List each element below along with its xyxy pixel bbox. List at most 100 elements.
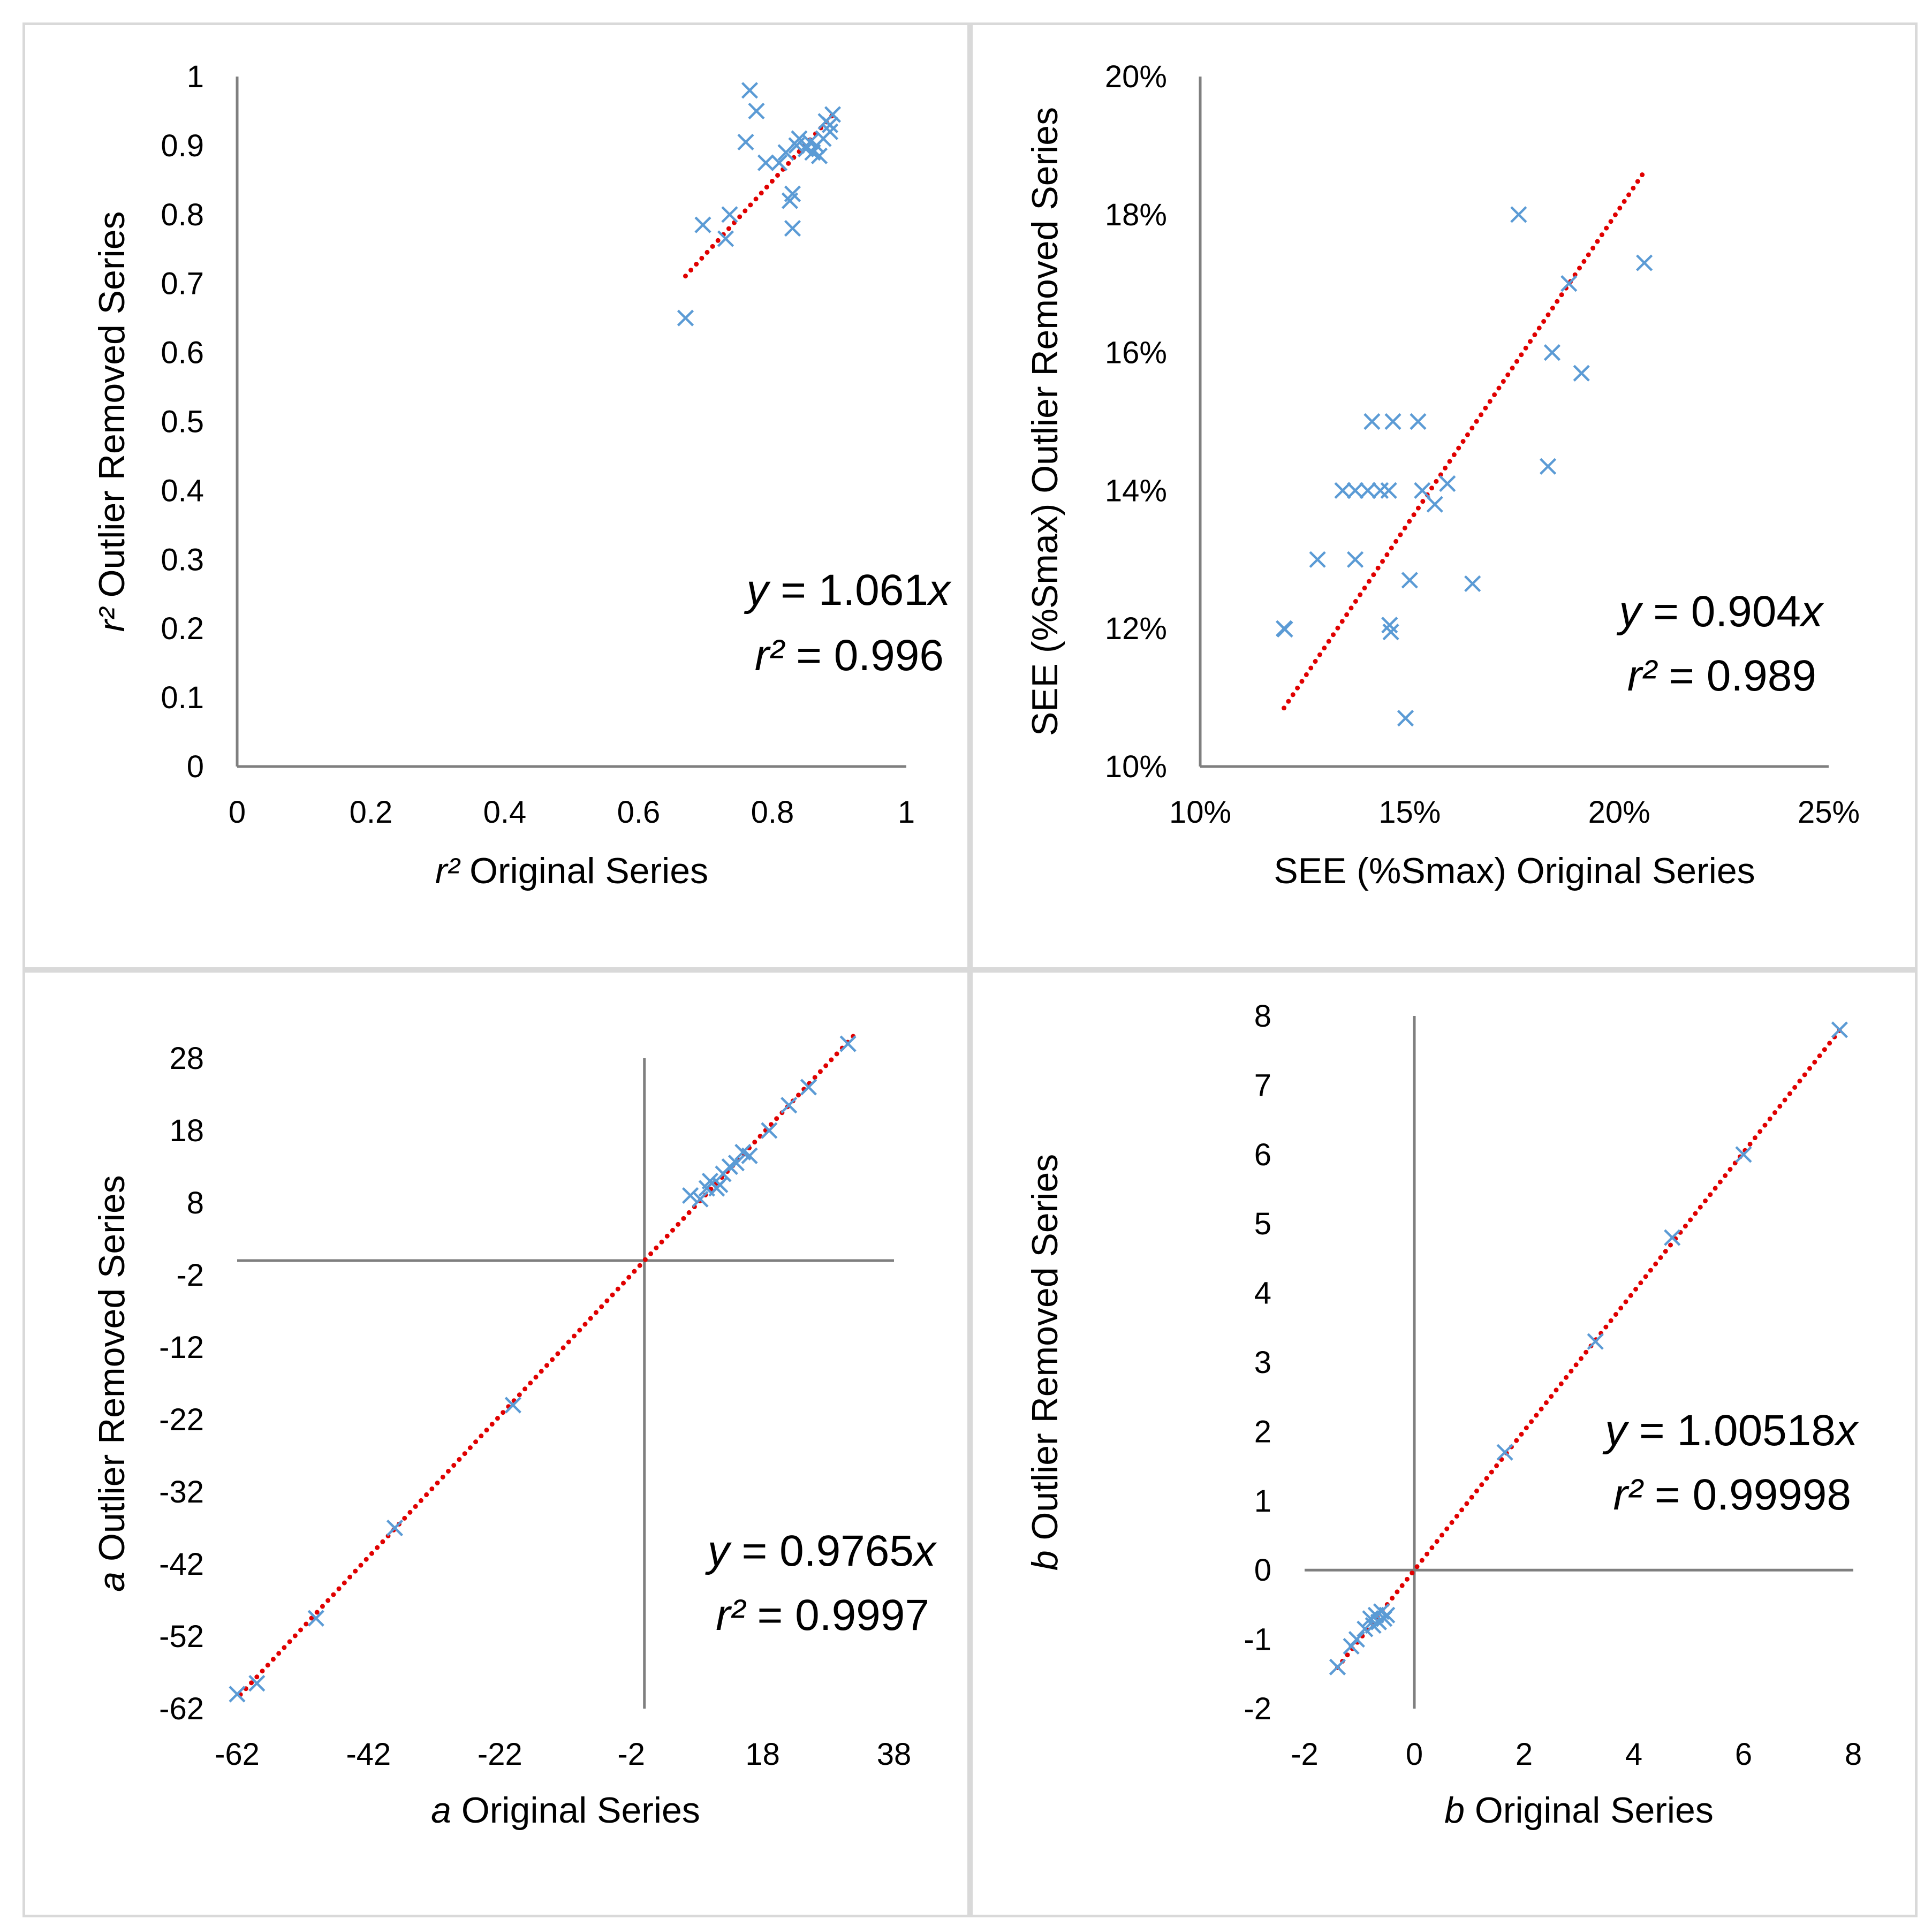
y-tick-label: 7 <box>1254 1068 1271 1103</box>
r-squared-value: r² = 0.9997 <box>716 1591 929 1640</box>
y-tick-label: 0 <box>1254 1553 1271 1588</box>
data-point <box>784 219 801 237</box>
data-point <box>741 82 759 99</box>
chart-a: -62 -42 -22 -2 18 38 -62 -52 -42 -32 -22 -12 -2 8 18 28… <box>92 1032 937 1831</box>
data-point <box>1664 1229 1681 1246</box>
chart-r2: 0 0.2 0.4 0.6 0.8 1 0 0.1 0.2 0.3 0.4 0.5 0.6 0.7 0.8 0… <box>92 59 952 891</box>
data-point <box>1439 475 1456 492</box>
data-point <box>810 147 828 164</box>
x-tick-label: 0.4 <box>483 795 527 830</box>
y-axis-title: b Outlier Removed Series <box>1025 1154 1065 1571</box>
data-point <box>1384 413 1401 430</box>
data-point <box>717 230 734 247</box>
data-point <box>1573 365 1590 382</box>
data-point <box>821 123 839 140</box>
trendline <box>238 1032 857 1697</box>
y-tick-label: 0.6 <box>161 336 204 370</box>
y-tick-label: 20% <box>1105 59 1167 94</box>
x-tick-label: 4 <box>1625 1737 1642 1772</box>
data-point <box>1382 624 1399 641</box>
data-point <box>721 206 738 223</box>
x-tick-label: 8 <box>1845 1737 1862 1772</box>
y-tick-label: 28 <box>169 1041 204 1076</box>
y-tick-label: -32 <box>159 1475 204 1509</box>
data-point <box>248 1675 266 1692</box>
y-tick-label: 0.2 <box>161 611 204 646</box>
x-tick-label: -62 <box>215 1737 260 1772</box>
data-point <box>229 1686 246 1703</box>
data-point <box>728 1155 745 1172</box>
panel-r2 <box>22 22 970 970</box>
panel-a <box>22 970 970 1917</box>
x-tick-label: 0.6 <box>617 795 661 830</box>
trendline <box>1335 1028 1842 1670</box>
y-axis-title: a Outlier Removed Series <box>92 1175 132 1592</box>
data-point <box>1309 551 1326 568</box>
data-point <box>1276 620 1293 638</box>
data-point <box>504 1397 521 1414</box>
y-tick-label: 3 <box>1254 1345 1271 1380</box>
y-tick-label: 8 <box>187 1186 204 1220</box>
y-tick-label: 5 <box>1254 1207 1271 1241</box>
data-point <box>1381 617 1398 634</box>
x-axis-title: SEE (%Smax) Original Series <box>1274 851 1755 891</box>
x-tick-label: 1 <box>898 795 915 830</box>
data-point <box>682 1187 699 1204</box>
r-squared-value: r² = 0.989 <box>1627 651 1816 700</box>
x-tick-label: 0.8 <box>751 795 794 830</box>
y-tick-label: 10% <box>1105 749 1167 784</box>
trendline-equation: y = 0.904x <box>1616 587 1824 636</box>
y-tick-label: 4 <box>1254 1276 1271 1311</box>
x-tick-label: 6 <box>1735 1737 1752 1772</box>
y-tick-label: 2 <box>1254 1414 1271 1449</box>
x-tick-label: -2 <box>617 1737 645 1772</box>
x-tick-label: -2 <box>1291 1737 1319 1772</box>
data-point <box>784 185 801 202</box>
y-tick-label: -22 <box>159 1402 204 1437</box>
y-tick-label: 0.4 <box>161 473 204 508</box>
y-tick-label: 0.1 <box>161 680 204 715</box>
y-tick-label: 0 <box>187 749 204 784</box>
data-point <box>1496 1444 1513 1461</box>
r-squared-value: r² = 0.99998 <box>1613 1470 1852 1519</box>
data-point <box>1329 1658 1346 1675</box>
x-axis-title: b Original Series <box>1444 1790 1714 1831</box>
y-axis-title: r² Outlier Removed Series <box>92 211 132 632</box>
data-point <box>1636 254 1653 271</box>
data-point <box>1587 1333 1604 1350</box>
trendline-equation: y = 1.061x <box>744 566 952 614</box>
data-point <box>1397 710 1414 727</box>
panel-see <box>970 22 1918 970</box>
data-point <box>821 116 839 133</box>
data-point <box>1372 482 1389 499</box>
data-point <box>1401 572 1418 589</box>
x-tick-label: -22 <box>478 1737 522 1772</box>
data-point <box>1540 458 1557 475</box>
y-tick-label: 0.7 <box>161 267 204 301</box>
y-tick-label: -2 <box>176 1258 204 1293</box>
x-tick-label: -42 <box>346 1737 391 1772</box>
y-tick-label: 0.9 <box>161 128 204 163</box>
data-point <box>1510 206 1527 223</box>
data-point <box>386 1519 404 1537</box>
y-tick-label: -62 <box>159 1691 204 1726</box>
x-tick-label: 20% <box>1588 795 1650 830</box>
y-axis-title: SEE (%Smax) Outlier Removed Series <box>1025 107 1065 736</box>
data-point <box>781 1097 798 1114</box>
data-point <box>1426 496 1443 513</box>
x-tick-label: 2 <box>1516 1737 1533 1772</box>
data-point <box>677 309 694 327</box>
data-point <box>1346 551 1364 568</box>
data-point <box>1543 344 1561 361</box>
y-tick-label: 14% <box>1105 473 1167 508</box>
y-tick-label: 0.3 <box>161 542 204 577</box>
data-point <box>761 1122 778 1139</box>
chart-b: -2 0 2 4 6 8 -2 -1 0 1 2 3 4 5 6 7 8 b Original Series b O… <box>1025 999 1862 1831</box>
x-tick-label: 0 <box>229 795 246 830</box>
data-point <box>791 130 808 147</box>
y-tick-label: 12% <box>1105 611 1167 646</box>
x-tick-label: 10% <box>1169 795 1231 830</box>
data-point <box>1346 482 1364 499</box>
